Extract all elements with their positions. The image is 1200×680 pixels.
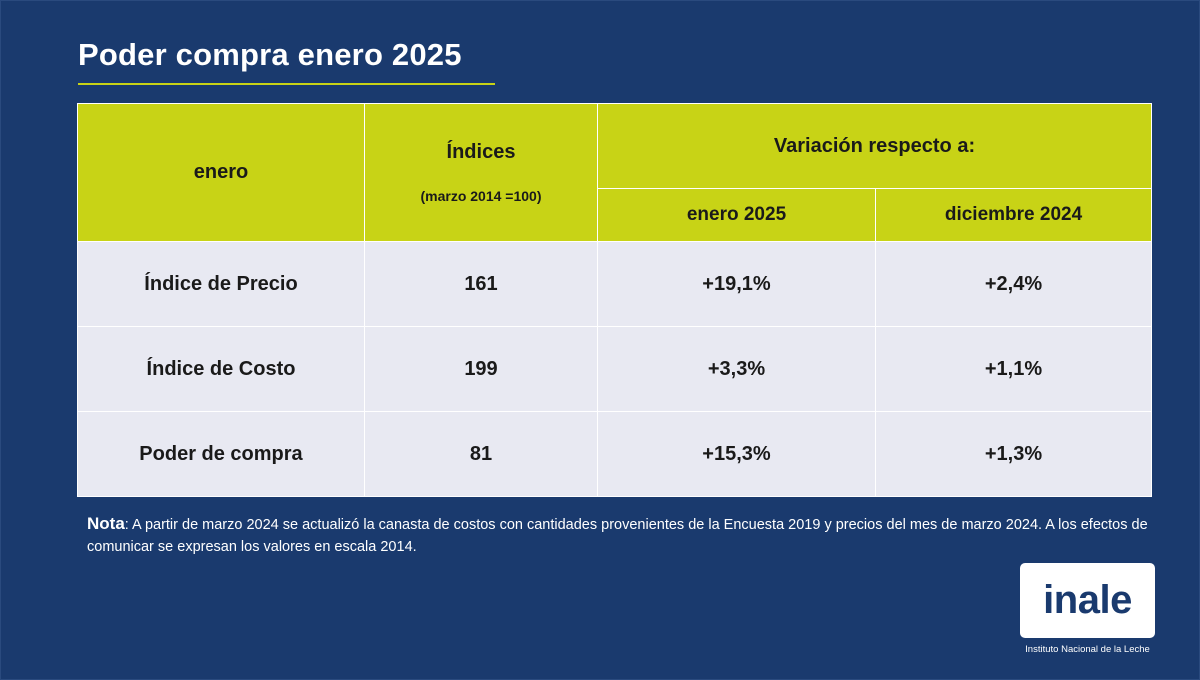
header-variation: Variación respecto a: bbox=[596, 103, 1153, 189]
table-row: Poder de compra 81 +15,3% +1,3% bbox=[77, 411, 1153, 497]
row-var2: +1,3% bbox=[874, 411, 1153, 497]
title-underline bbox=[78, 83, 495, 85]
page-title: Poder compra enero 2025 bbox=[78, 37, 462, 72]
data-table: enero Índices (marzo 2014 =100) Variació… bbox=[77, 103, 1153, 497]
row-var1: +19,1% bbox=[597, 241, 876, 327]
row-index: 161 bbox=[364, 241, 598, 327]
footnote-label: Nota bbox=[87, 514, 125, 533]
header-indices: Índices (marzo 2014 =100) bbox=[364, 103, 598, 242]
row-var2: +2,4% bbox=[874, 241, 1153, 327]
row-index: 81 bbox=[364, 411, 598, 497]
header-var-enero: enero 2025 bbox=[597, 188, 876, 242]
logo-subtitle: Instituto Nacional de la Leche bbox=[1025, 644, 1150, 655]
logo-text: inale bbox=[1043, 578, 1132, 622]
footnote-text: : A partir de marzo 2024 se actualizó la… bbox=[87, 517, 1148, 555]
row-var1: +3,3% bbox=[597, 326, 876, 412]
row-label: Poder de compra bbox=[77, 411, 365, 497]
header-indices-title: Índices bbox=[446, 141, 516, 163]
row-index: 199 bbox=[364, 326, 598, 412]
header-indices-sub: (marzo 2014 =100) bbox=[420, 188, 542, 204]
header-month: enero bbox=[77, 103, 365, 242]
footnote: Nota: A partir de marzo 2024 se actualiz… bbox=[87, 513, 1157, 558]
row-label: Índice de Precio bbox=[77, 241, 365, 327]
header-var-diciembre: diciembre 2024 bbox=[874, 188, 1153, 242]
table-row: Índice de Costo 199 +3,3% +1,1% bbox=[77, 326, 1153, 412]
table-row: Índice de Precio 161 +19,1% +2,4% bbox=[77, 241, 1153, 327]
row-var2: +1,1% bbox=[874, 326, 1153, 412]
row-label: Índice de Costo bbox=[77, 326, 365, 412]
inale-logo: inale bbox=[1020, 563, 1155, 638]
row-var1: +15,3% bbox=[597, 411, 876, 497]
